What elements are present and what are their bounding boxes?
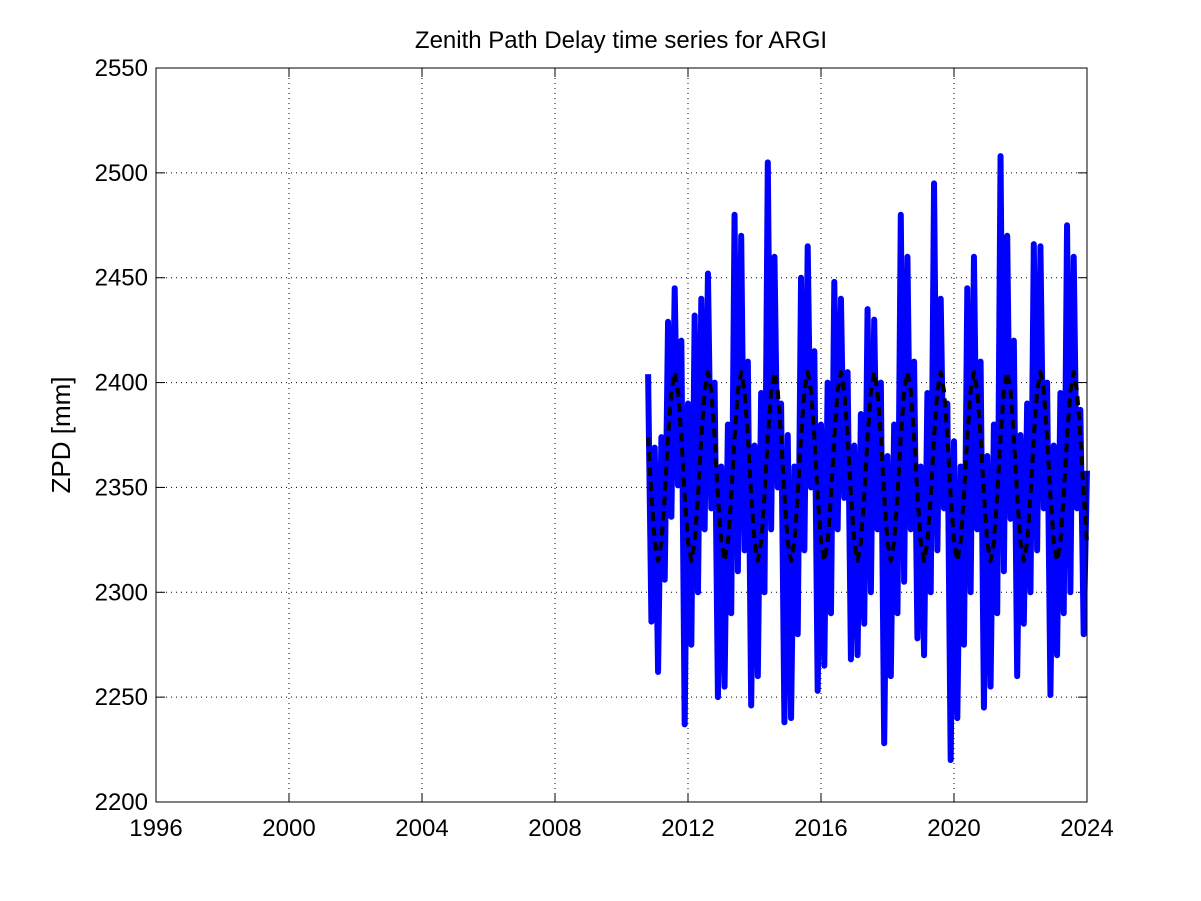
- fit-line: [646, 370, 1089, 563]
- y-tick-label: 2250: [95, 684, 148, 711]
- plot-frame: [155, 67, 1088, 803]
- x-tick-label: 2012: [661, 815, 714, 842]
- x-tick-label: 2024: [1060, 815, 1113, 842]
- chart-title: Zenith Path Delay time series for ARGI: [415, 27, 827, 54]
- x-tick-label: 2008: [528, 815, 581, 842]
- y-tick-label: 2350: [95, 474, 148, 501]
- data-line: [645, 153, 1090, 764]
- y-tick-label: 2300: [95, 579, 148, 606]
- y-tick-label: 2200: [95, 789, 148, 816]
- y-axis-label: ZPD [mm]: [46, 377, 76, 494]
- x-tick-label: 2020: [927, 815, 980, 842]
- x-tick-label: 2016: [794, 815, 847, 842]
- x-tick-label: 1996: [129, 815, 182, 842]
- x-tick-label: 2000: [262, 815, 315, 842]
- y-tick-label: 2500: [95, 160, 148, 187]
- y-tick-label: 2550: [95, 55, 148, 82]
- y-tick-label: 2450: [95, 265, 148, 292]
- x-tick-label: 2004: [395, 815, 448, 842]
- y-tick-label: 2400: [95, 370, 148, 397]
